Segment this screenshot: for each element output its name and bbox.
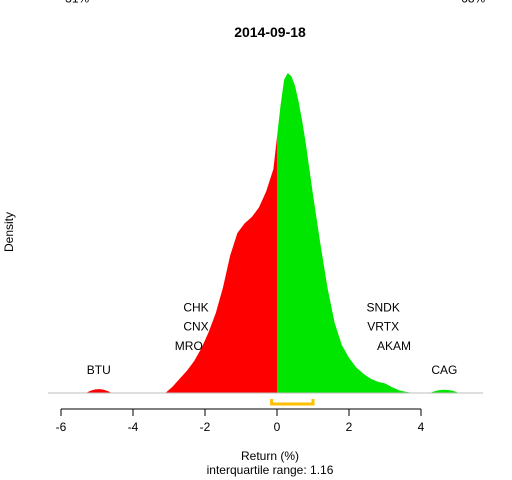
x-tick-label: -2	[200, 420, 211, 434]
x-tick-label: -4	[128, 420, 139, 434]
annotation-btu: BTU	[87, 363, 111, 377]
x-tick-label: -6	[56, 420, 67, 434]
annotations: 31% 68% CHK CNX MRO BTU SNDK VRTX AKAM CAG	[65, 0, 485, 377]
iqr-subtitle: interquartile range: 1.16	[207, 463, 334, 477]
x-tick-label: 0	[274, 420, 281, 434]
x-axis: -6 -4 -2 0 2 4	[56, 408, 425, 434]
plot-area	[47, 49, 484, 406]
outlier-bump-0	[86, 389, 112, 393]
annotation-mro: MRO	[175, 339, 203, 353]
annotation-31: 31%	[65, 0, 89, 6]
chart-title: 2014-09-18	[234, 24, 306, 40]
annotation-vrtx: VRTX	[367, 320, 399, 334]
outlier-bump-1	[430, 389, 459, 393]
annotation-cag: CAG	[431, 363, 457, 377]
annotation-chk: CHK	[183, 300, 208, 314]
x-tick-label: 2	[346, 420, 353, 434]
annotation-akam: AKAM	[377, 339, 411, 353]
annotation-68: 68%	[461, 0, 485, 6]
annotation-cnx: CNX	[183, 320, 208, 334]
y-axis-label: Density	[2, 212, 16, 252]
positive-density-area	[277, 73, 414, 393]
x-tick-label: 4	[418, 420, 425, 434]
iqr-bracket	[270, 399, 315, 406]
annotation-sndk: SNDK	[367, 300, 400, 314]
negative-density-area	[165, 137, 277, 393]
x-axis-label: Return (%)	[241, 449, 299, 463]
